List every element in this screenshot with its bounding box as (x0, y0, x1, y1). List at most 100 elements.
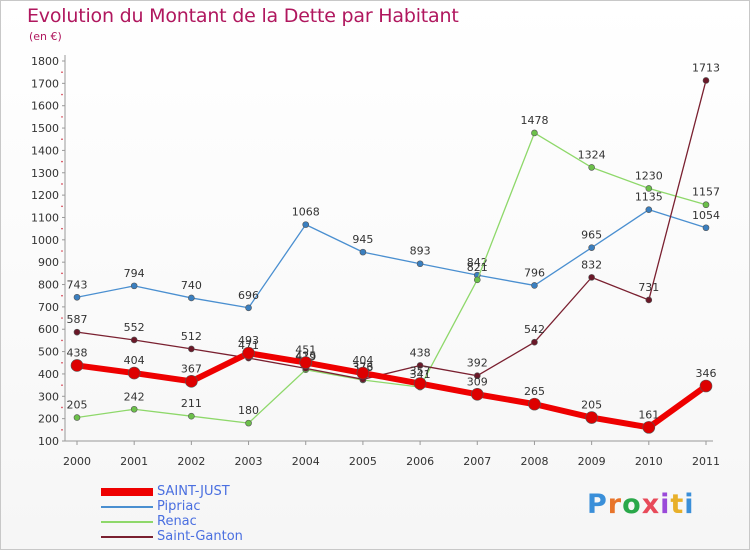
legend-item-saint-just: SAINT-JUST (101, 484, 361, 500)
data-label-saint-ganton: 587 (67, 313, 88, 326)
y-tick-label: 500 (38, 346, 59, 359)
data-label-saint-just: 404 (124, 354, 145, 367)
y-tick-label: 300 (38, 390, 59, 403)
x-tick-label: 2003 (235, 455, 263, 468)
data-point-renac (702, 201, 710, 209)
logo-letter: t (670, 489, 685, 520)
y-tick-label: 700 (38, 301, 59, 314)
logo-letter: o (622, 489, 642, 520)
data-label-pipriac: 796 (524, 266, 545, 279)
x-tick-label: 2011 (692, 455, 720, 468)
chart-title: Evolution du Montant de la Dette par Hab… (27, 5, 459, 27)
data-point-saint-ganton (645, 296, 653, 304)
y-minor-tick (61, 361, 63, 364)
y-tick-label: 1800 (31, 55, 59, 68)
series-line-saint-just (74, 350, 709, 431)
data-label-saint-just: 161 (638, 408, 659, 421)
x-tick-label: 2006 (406, 455, 434, 468)
data-label-saint-just: 265 (524, 385, 545, 398)
data-label-pipriac: 965 (581, 229, 602, 242)
data-point-renac (73, 414, 81, 421)
data-label-pipriac: 794 (124, 267, 145, 280)
data-label-saint-just: 346 (696, 367, 717, 380)
legend-label-saint-just: SAINT-JUST (157, 484, 230, 499)
legend-swatch-saint-just (101, 488, 153, 496)
data-point-pipriac (359, 248, 367, 256)
x-tick-label: 2008 (520, 455, 548, 468)
data-point-saint-just (127, 366, 141, 380)
x-tick-label: 2007 (463, 455, 491, 468)
data-point-saint-just (699, 379, 713, 393)
legend: SAINT-JUST Pipriac Renac Saint-Ganton (101, 484, 361, 545)
y-tick-label: 1300 (31, 167, 59, 180)
y-minor-tick (61, 250, 63, 252)
data-point-pipriac (130, 282, 138, 290)
data-label-saint-ganton: 438 (410, 346, 431, 359)
x-tick-label: 2000 (63, 455, 91, 468)
data-label-renac: 1157 (692, 186, 720, 199)
y-minor-tick (61, 406, 63, 409)
logo-letter: i (660, 489, 671, 520)
data-label-pipriac: 743 (67, 278, 88, 291)
data-label-saint-just: 493 (238, 334, 259, 347)
x-tick-label: 2002 (177, 455, 205, 468)
data-label-pipriac: 1054 (692, 209, 720, 222)
legend-item-renac: Renac (101, 514, 361, 530)
data-point-pipriac (302, 221, 310, 228)
logo-letter: i (684, 489, 695, 520)
data-label-pipriac: 1068 (292, 206, 320, 219)
legend-item-saint-ganton: Saint-Ganton (101, 529, 361, 545)
data-point-saint-ganton (130, 336, 138, 344)
y-tick-label: 200 (38, 413, 59, 426)
data-point-renac (645, 185, 653, 192)
data-point-renac (245, 419, 252, 427)
data-label-saint-just: 451 (295, 344, 316, 357)
data-label-saint-just: 205 (581, 399, 602, 412)
data-point-pipriac (73, 293, 81, 301)
data-label-saint-ganton: 832 (581, 258, 602, 271)
y-tick-label: 900 (38, 256, 59, 269)
y-tick-label: 1000 (31, 234, 59, 247)
data-label-renac: 1230 (635, 169, 663, 182)
y-minor-tick (61, 160, 63, 163)
legend-swatch-saint-ganton (101, 536, 153, 538)
data-point-saint-just (585, 411, 598, 424)
data-point-saint-ganton (702, 77, 710, 84)
data-label-pipriac: 945 (352, 233, 373, 246)
data-label-saint-ganton: 392 (467, 357, 488, 370)
y-minor-tick (61, 294, 63, 297)
data-point-saint-ganton (73, 328, 81, 336)
data-label-saint-just: 367 (181, 362, 202, 375)
y-tick-label: 100 (38, 435, 59, 448)
y-minor-tick (61, 116, 63, 118)
data-label-saint-just: 404 (352, 354, 373, 367)
y-minor-tick (61, 138, 63, 141)
legend-label-renac: Renac (157, 514, 197, 529)
data-label-renac: 211 (181, 397, 202, 410)
data-point-pipriac (702, 224, 710, 232)
x-tick-label: 2005 (349, 455, 377, 468)
y-minor-tick (61, 429, 63, 431)
y-tick-label: 1100 (31, 211, 59, 224)
x-tick-label: 2001 (120, 455, 148, 468)
y-minor-tick (61, 227, 63, 230)
y-tick-label: 1400 (31, 144, 59, 157)
data-point-pipriac (588, 244, 595, 251)
data-point-saint-just (528, 397, 541, 411)
y-minor-tick (61, 317, 63, 319)
y-tick-label: 400 (38, 368, 59, 381)
data-point-pipriac (188, 294, 195, 302)
logo-letter: x (641, 489, 661, 520)
data-label-renac: 341 (410, 368, 431, 381)
chart-subtitle: (en €) (29, 30, 62, 43)
y-minor-tick (61, 93, 63, 96)
data-label-saint-just: 438 (67, 346, 88, 359)
y-tick-label: 1200 (31, 189, 59, 202)
data-label-renac: 1478 (520, 114, 548, 127)
legend-swatch-pipriac (101, 506, 153, 508)
legend-swatch-renac (101, 521, 153, 523)
data-label-renac: 180 (238, 404, 259, 417)
data-point-pipriac (245, 304, 252, 312)
